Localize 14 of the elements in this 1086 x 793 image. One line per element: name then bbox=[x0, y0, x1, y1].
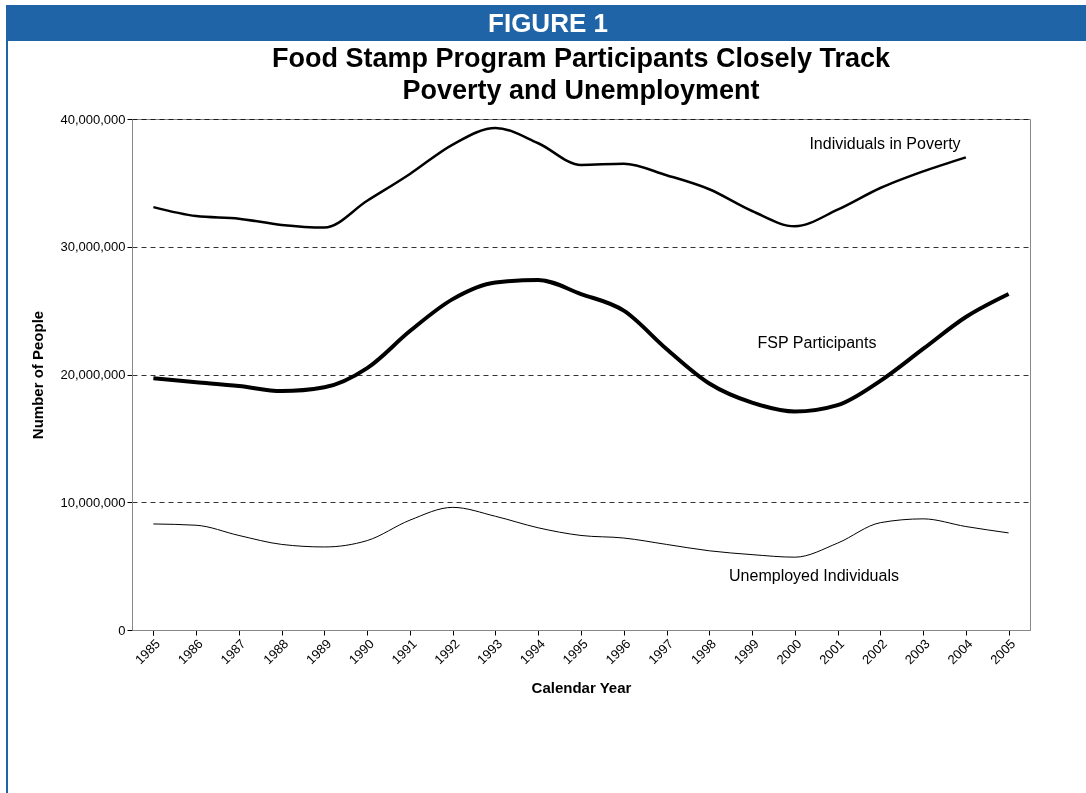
chart-title: Food Stamp Program Participants Closely Track Poverty and Unemployment bbox=[271, 43, 892, 105]
caption: FIGURE 1 bbox=[8, 5, 1086, 41]
y-tick-label: 0 bbox=[118, 622, 126, 638]
y-tick-label: 30,000,000 bbox=[60, 239, 126, 255]
line-series bbox=[152, 126, 968, 229]
series-label: Individuals in Poverty bbox=[809, 135, 961, 152]
y-tick-label: 10,000,000 bbox=[60, 494, 126, 510]
y-tick-label: 40,000,000 bbox=[60, 111, 126, 127]
y-tick-label: 20,000,000 bbox=[60, 367, 126, 382]
line-series bbox=[152, 506, 1010, 558]
series-label: FSP Participants bbox=[757, 334, 877, 351]
x-axis-title: Calendar Year bbox=[531, 679, 632, 697]
series-label: Unemployed Individuals bbox=[729, 567, 899, 584]
y-axis-title: Number of People bbox=[29, 310, 47, 440]
